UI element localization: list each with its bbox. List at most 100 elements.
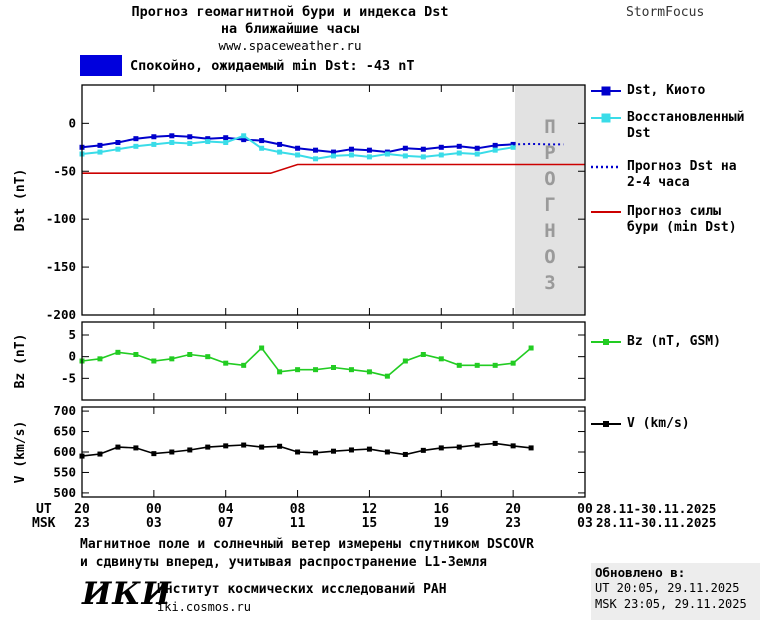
updated-panel: Обновлено в: UT 20:05, 29.11.2025 MSK 23… xyxy=(591,563,760,620)
series-marker xyxy=(187,447,193,453)
series-marker xyxy=(115,140,121,145)
series-marker xyxy=(295,145,301,151)
series-marker xyxy=(420,154,426,160)
series-marker xyxy=(366,147,372,153)
y-tick-label: -100 xyxy=(46,211,76,226)
series-marker xyxy=(223,140,229,145)
series-v-(km/s) xyxy=(81,442,532,457)
y-axis-title: V (km/s) xyxy=(13,421,28,484)
series-marker xyxy=(241,362,247,368)
series-marker xyxy=(169,356,175,362)
forecast-region xyxy=(514,85,585,315)
series-marker xyxy=(151,451,157,457)
series-bz-(nt,-gsm) xyxy=(81,346,532,378)
y-tick-label: 0 xyxy=(68,115,76,130)
status-text: Спокойно, ожидаемый min Dst: -43 nT xyxy=(130,58,415,74)
series-marker xyxy=(223,360,229,366)
series-marker xyxy=(456,362,462,368)
iki-logo: ИКИ xyxy=(82,576,172,612)
plot-border xyxy=(81,84,586,316)
institute-name: Институт космических исследований РАН xyxy=(157,582,447,597)
legend-label-storm-forecast: Прогноз силы бури (min Dst) xyxy=(627,204,737,235)
series-marker xyxy=(474,145,480,151)
legend-bz: Bz (nT, GSM) xyxy=(591,334,759,361)
series-marker xyxy=(366,154,372,160)
series-marker xyxy=(492,147,498,153)
series-прогноз-силы-бури-(min-dst) xyxy=(82,163,585,174)
series-marker xyxy=(492,362,498,368)
series-marker xyxy=(133,143,139,149)
series-marker xyxy=(115,349,121,355)
forecast-region-letter: П xyxy=(544,116,555,138)
legend-item-storm-forecast: Прогноз силы бури (min Dst) xyxy=(591,204,759,236)
series-marker xyxy=(277,149,283,155)
series-marker xyxy=(474,151,480,157)
msk-date-range: 28.11-30.11.2025 xyxy=(596,515,716,530)
series-marker xyxy=(169,449,175,455)
ut-tick-label: 20 xyxy=(505,502,521,517)
series-marker xyxy=(241,133,247,139)
y-tick-label: 600 xyxy=(53,444,76,459)
y-tick-label: 500 xyxy=(53,485,76,500)
forecast-region-letter: О xyxy=(544,246,555,268)
series-marker xyxy=(510,144,516,150)
y-tick-label: -50 xyxy=(53,163,76,178)
series-marker xyxy=(133,352,139,357)
v-swatch xyxy=(591,421,621,427)
series-marker xyxy=(187,134,193,140)
series-marker xyxy=(205,354,211,360)
series-marker xyxy=(366,446,372,452)
series-marker xyxy=(205,444,211,450)
legend-label-bz: Bz (nT, GSM) xyxy=(627,334,721,349)
ut-date-range: 28.11-30.11.2025 xyxy=(596,501,716,516)
legend-v: V (km/s) xyxy=(591,416,759,443)
institute-site-link[interactable]: iki.cosmos.ru xyxy=(157,600,251,614)
series-marker xyxy=(510,360,516,366)
msk-tick-label: 19 xyxy=(433,516,449,531)
series-marker xyxy=(528,345,534,351)
ut-tick-label: 04 xyxy=(218,502,234,517)
page-title-line1: Прогноз геомагнитной бури и индекса Dst xyxy=(131,4,449,20)
ut-tick-label: 08 xyxy=(290,502,306,517)
msk-tick-label: 03 xyxy=(146,516,162,531)
series-marker xyxy=(115,146,121,152)
series-marker xyxy=(97,142,103,148)
series-marker xyxy=(169,140,175,145)
msk-tick-label: 11 xyxy=(290,516,306,531)
restored-dst-swatch xyxy=(591,113,621,123)
series-marker xyxy=(187,140,193,146)
series-marker xyxy=(277,369,283,375)
series-marker xyxy=(133,136,139,142)
storm-forecast-swatch xyxy=(591,211,621,213)
series-marker xyxy=(259,444,265,450)
series-marker xyxy=(348,152,354,158)
footer-note-line2: и сдвинуты вперед, учитывая распростране… xyxy=(80,555,487,570)
series-marker xyxy=(313,367,319,373)
msk-axis-label: MSK xyxy=(32,516,56,531)
site-link[interactable]: www.spaceweather.ru xyxy=(218,38,362,53)
msk-tick-label: 15 xyxy=(362,516,378,531)
series-marker xyxy=(420,352,426,357)
y-tick-label: 650 xyxy=(53,424,76,439)
legend-item-dst-kyoto: Dst, Киото xyxy=(591,83,759,99)
forecast-region-letter: О xyxy=(544,168,555,190)
brand-label: StormFocus xyxy=(626,5,705,20)
legend-label-dst-kyoto: Dst, Киото xyxy=(627,83,706,98)
footer-note-line1: Магнитное поле и солнечный ветер измерен… xyxy=(80,537,534,552)
series-marker xyxy=(205,136,211,142)
series-marker xyxy=(456,143,462,149)
y-tick-label: 5 xyxy=(68,327,76,342)
ut-axis-label: UT xyxy=(36,502,52,517)
series-marker xyxy=(259,145,265,151)
series-marker xyxy=(492,440,498,446)
series-marker xyxy=(384,373,390,379)
series-marker xyxy=(510,443,516,449)
series-marker xyxy=(97,356,103,362)
series-marker xyxy=(492,142,498,148)
series-marker xyxy=(151,141,157,147)
legend-main: Dst, Киото Восстановленный Dst Прогноз D… xyxy=(591,83,759,247)
series-marker xyxy=(348,367,354,373)
series-marker xyxy=(313,450,319,456)
status-color-swatch xyxy=(80,55,122,76)
